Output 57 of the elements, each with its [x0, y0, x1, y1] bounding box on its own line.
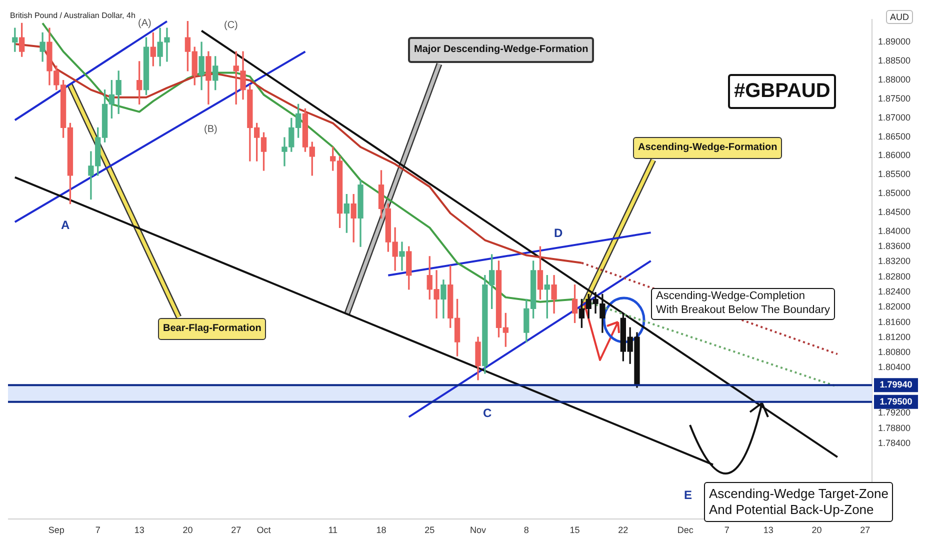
annotation: Ascending-Wedge Target-Zone And Potential Back-Up-Zone	[704, 482, 894, 522]
x-tick-label: 7	[724, 525, 730, 536]
y-tick-label: 1.84000	[878, 226, 911, 236]
x-tick-label: Nov	[470, 525, 487, 536]
x-tick-label: Oct	[256, 525, 272, 536]
annotation: (C)	[224, 20, 238, 31]
y-tick-label: 1.81600	[878, 316, 911, 327]
annotation: C	[483, 406, 492, 420]
y-tick-label: 1.79200	[878, 408, 911, 418]
y-tick-label: 1.85000	[878, 188, 911, 198]
x-tick-label: 13	[134, 525, 144, 536]
annotation: D	[554, 226, 563, 240]
annotation: Bear-Flag-Formation	[158, 318, 266, 340]
y-tick-label: 1.82000	[878, 302, 911, 312]
chart-title: British Pound / Australian Dollar, 4h	[10, 11, 136, 20]
y-tick-label: 1.87500	[878, 93, 911, 104]
annotation: Ascending-Wedge-Formation	[633, 137, 782, 159]
y-tick-label: 1.82800	[878, 271, 911, 282]
y-tick-label: 1.86000	[878, 150, 911, 160]
annotation: Ascending-Wedge-Completion With Breakout Below The Boundary	[651, 288, 836, 320]
y-axis-title: AUD	[886, 10, 914, 24]
y-tick-label: 1.88000	[878, 74, 911, 84]
ref-line-label: 1.79940	[880, 380, 912, 390]
y-tick-label: 1.83200	[878, 256, 911, 266]
x-tick-label: 13	[763, 525, 774, 536]
y-tick-label: 1.87000	[878, 112, 911, 122]
y-tick-label: 1.81200	[878, 332, 911, 342]
annotation: #GBPAUD	[728, 74, 836, 109]
x-tick-label: 7	[95, 525, 100, 536]
ref-line-label: 1.79500	[880, 396, 912, 406]
x-tick-label: 20	[812, 525, 822, 536]
x-tick-label: 8	[524, 525, 529, 536]
x-tick-label: 27	[231, 525, 242, 536]
x-tick-label: 25	[424, 525, 435, 536]
y-tick-label: 1.85500	[878, 169, 911, 180]
x-tick-label: 11	[328, 525, 338, 536]
y-tick-label: 1.88500	[878, 56, 911, 66]
x-tick-label: 18	[376, 525, 386, 536]
annotation: Major Descending-Wedge-Formation	[408, 37, 594, 63]
y-tick-label: 1.86500	[878, 131, 911, 142]
y-tick-label: 1.80800	[878, 347, 911, 358]
y-tick-label: 1.84500	[878, 206, 911, 217]
annotation: (A)	[138, 18, 152, 29]
y-tick-label: 1.78800	[878, 422, 911, 433]
x-tick-label: Sep	[48, 525, 64, 536]
x-tick-label: 22	[618, 525, 628, 536]
y-tick-label: 1.82400	[878, 286, 911, 297]
annotation: E	[684, 488, 692, 502]
y-tick-label: 1.89000	[878, 36, 911, 47]
y-tick-label: 1.83600	[878, 241, 911, 252]
x-tick-label: 27	[860, 525, 870, 536]
x-tick-label: 15	[570, 525, 580, 536]
annotation: (B)	[204, 124, 218, 135]
x-tick-label: Dec	[677, 525, 694, 536]
x-tick-label: 20	[182, 525, 193, 536]
y-tick-label: 1.78400	[878, 438, 911, 448]
y-tick-label: 1.80400	[878, 362, 911, 372]
